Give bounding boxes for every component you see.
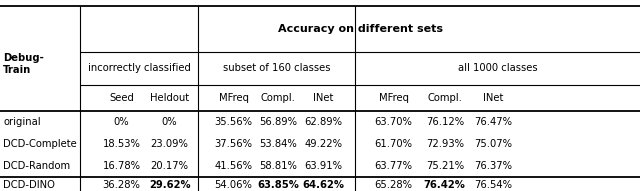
Text: 63.70%: 63.70% xyxy=(374,117,413,127)
Text: incorrectly classified: incorrectly classified xyxy=(88,63,191,73)
Text: MFreq: MFreq xyxy=(379,93,408,103)
Text: 64.62%: 64.62% xyxy=(302,180,344,190)
Text: MFreq: MFreq xyxy=(219,93,248,103)
Text: 76.37%: 76.37% xyxy=(474,161,512,171)
Text: 76.54%: 76.54% xyxy=(474,180,512,190)
Text: 0%: 0% xyxy=(114,117,129,127)
Text: 29.62%: 29.62% xyxy=(148,180,191,190)
Text: 41.56%: 41.56% xyxy=(214,161,253,171)
Text: DCD-DINO: DCD-DINO xyxy=(3,180,55,190)
Text: all 1000 classes: all 1000 classes xyxy=(458,63,538,73)
Text: 63.77%: 63.77% xyxy=(374,161,413,171)
Text: DCD-Complete: DCD-Complete xyxy=(3,139,77,149)
Text: 16.78%: 16.78% xyxy=(102,161,141,171)
Text: 61.70%: 61.70% xyxy=(374,139,413,149)
Text: 72.93%: 72.93% xyxy=(426,139,464,149)
Text: original: original xyxy=(3,117,41,127)
Text: Heldout: Heldout xyxy=(150,93,189,103)
Text: 62.89%: 62.89% xyxy=(304,117,342,127)
Text: DCD-Random: DCD-Random xyxy=(3,161,70,171)
Text: 58.81%: 58.81% xyxy=(259,161,298,171)
Text: INet: INet xyxy=(313,93,333,103)
Text: 75.07%: 75.07% xyxy=(474,139,512,149)
Text: 63.91%: 63.91% xyxy=(304,161,342,171)
Text: subset of 160 classes: subset of 160 classes xyxy=(223,63,330,73)
Text: 53.84%: 53.84% xyxy=(260,139,297,149)
Text: 35.56%: 35.56% xyxy=(214,117,253,127)
Text: 56.89%: 56.89% xyxy=(259,117,298,127)
Text: 76.47%: 76.47% xyxy=(474,117,512,127)
Text: 0%: 0% xyxy=(162,117,177,127)
Text: 63.85%: 63.85% xyxy=(257,180,300,190)
Text: 23.09%: 23.09% xyxy=(150,139,189,149)
Text: 49.22%: 49.22% xyxy=(304,139,342,149)
Text: 36.28%: 36.28% xyxy=(102,180,141,190)
Text: Compl.: Compl. xyxy=(261,93,296,103)
Text: 18.53%: 18.53% xyxy=(102,139,141,149)
Text: Seed: Seed xyxy=(109,93,134,103)
Text: Accuracy on different sets: Accuracy on different sets xyxy=(278,24,442,34)
Text: 76.42%: 76.42% xyxy=(424,180,466,190)
Text: INet: INet xyxy=(483,93,503,103)
Text: 54.06%: 54.06% xyxy=(214,180,253,190)
Text: 20.17%: 20.17% xyxy=(150,161,189,171)
Text: 65.28%: 65.28% xyxy=(374,180,413,190)
Text: 76.12%: 76.12% xyxy=(426,117,464,127)
Text: Compl.: Compl. xyxy=(428,93,462,103)
Text: 75.21%: 75.21% xyxy=(426,161,464,171)
Text: Debug-
Train: Debug- Train xyxy=(3,53,44,75)
Text: 37.56%: 37.56% xyxy=(214,139,253,149)
